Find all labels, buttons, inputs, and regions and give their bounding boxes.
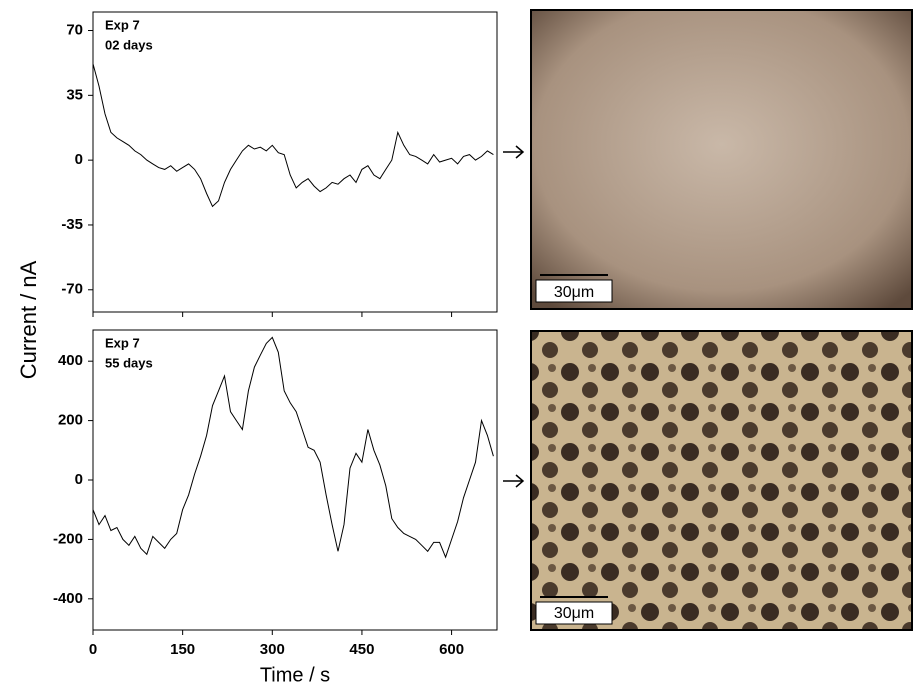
annotation: Exp 7 — [105, 335, 140, 350]
annotation: 55 days — [105, 355, 153, 370]
y-tick-label: 0 — [75, 471, 83, 488]
annotation: Exp 7 — [105, 17, 140, 32]
y-tick-label: 400 — [58, 352, 83, 369]
plot-frame — [92, 329, 498, 631]
y-tick-label: 70 — [66, 21, 83, 38]
annotation: 02 days — [105, 37, 153, 52]
data-line — [92, 336, 494, 559]
y-tick-label: 0 — [75, 151, 83, 168]
y-tick-label: -35 — [61, 216, 83, 233]
y-tick-label: -70 — [61, 281, 83, 298]
micrograph-2: 30μm — [530, 330, 913, 631]
x-tick-label: 600 — [439, 641, 464, 658]
scale-bar-label: 30μm — [554, 605, 594, 622]
y-tick-label: 200 — [58, 412, 83, 429]
y-tick-label: -200 — [53, 530, 83, 547]
x-tick-label: 0 — [89, 641, 97, 658]
y-tick-label: -400 — [53, 590, 83, 607]
x-tick-label: 450 — [349, 641, 374, 658]
scale-bar-label: 30μm — [554, 284, 594, 301]
x-tick-label: 150 — [170, 641, 195, 658]
y-axis-label: Current / nA — [16, 260, 41, 379]
y-tick-label: 35 — [66, 86, 83, 103]
micrograph-1: 30μm — [530, 9, 913, 310]
plot-frame — [92, 11, 498, 313]
data-line — [92, 63, 494, 208]
x-tick-label: 300 — [260, 641, 285, 658]
x-axis-label: Time / s — [260, 664, 330, 686]
arrow — [503, 145, 525, 488]
